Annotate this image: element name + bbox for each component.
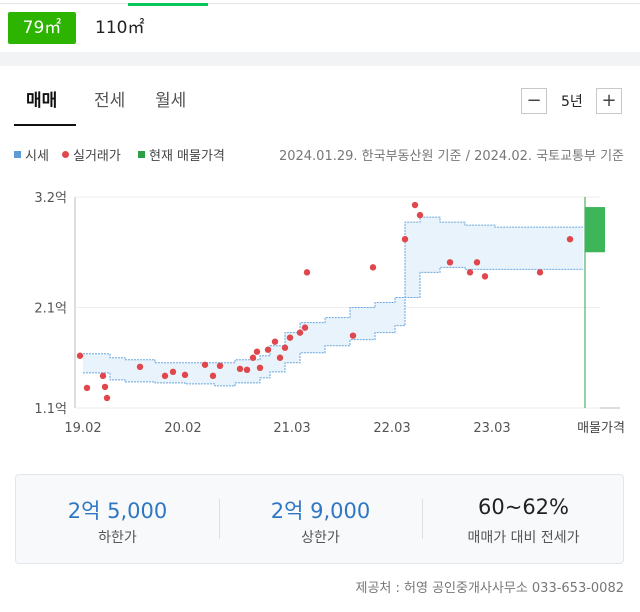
legend-label: 현재 매물가격	[149, 149, 225, 164]
active-tab-underline	[14, 124, 76, 126]
actual-deal-point	[473, 259, 481, 266]
area-tab-110[interactable]: 110㎡	[95, 18, 145, 38]
summary-label: 상한가	[301, 530, 340, 546]
y-tick-label: 2.1억	[34, 302, 67, 317]
legend-label: 실거래가	[73, 149, 121, 164]
x-tick-label: 19.02	[64, 421, 101, 436]
actual-deal-point	[271, 338, 279, 345]
period-label: 5년	[561, 94, 583, 110]
x-tick-label: 21.03	[273, 421, 310, 436]
actual-deal-point	[264, 346, 272, 353]
summary-value: 2억 9,000	[270, 499, 371, 523]
actual-deal-point	[369, 264, 377, 271]
summary-upper-price: 2억 9,000 상한가	[219, 475, 422, 565]
actual-deal-point	[401, 236, 409, 243]
chart-source-note: 2024.01.29. 한국부동산원 기준 / 2024.02. 국토교통부 기…	[278, 149, 624, 164]
actual-deal-point	[201, 361, 209, 368]
price-summary-box: 2억 5,000 하한가 2억 9,000 상한가 60~62% 매매가 대비 …	[15, 474, 624, 564]
actual-deal-point	[256, 364, 264, 372]
actual-deal-point	[536, 269, 544, 276]
x-tick-label: 22.03	[373, 421, 410, 436]
market-price-band	[83, 217, 583, 386]
provider-info: 제공처 : 허영 공인중개사사무소 033-653-0082	[355, 581, 624, 596]
market-price-upper-line	[83, 216, 583, 364]
top-border	[0, 3, 640, 4]
actual-deal-point	[253, 348, 261, 355]
area-tab-79[interactable]: 79㎡	[8, 12, 76, 44]
tab-monthly-rent[interactable]: 월세	[155, 91, 187, 111]
y-tick-label: 3.2억	[34, 191, 67, 206]
actual-deal-point	[236, 365, 244, 373]
y-tick-label: 1.1억	[34, 402, 67, 417]
actual-deal-point	[209, 372, 217, 380]
section-divider	[0, 52, 640, 66]
actual-deal-point	[286, 334, 294, 341]
tab-jeonse[interactable]: 전세	[94, 91, 126, 111]
actual-deal-point	[103, 394, 111, 402]
x-tick-label: 23.03	[473, 421, 510, 436]
actual-deal-point	[411, 201, 419, 209]
period-plus-button[interactable]: +	[596, 88, 622, 114]
summary-value: 60~62%	[478, 495, 569, 519]
summary-divider	[422, 499, 423, 539]
top-accent-bar	[128, 3, 208, 6]
actual-deal-dot-icon	[62, 151, 69, 158]
market-price-swatch-icon	[14, 151, 21, 158]
period-selector: − 5년 +	[521, 88, 624, 114]
actual-deal-point	[566, 236, 574, 243]
legend-actual-deal: 실거래가	[62, 145, 121, 164]
actual-deal-point	[216, 362, 224, 369]
actual-deal-point	[161, 372, 169, 380]
actual-deal-point	[481, 273, 489, 280]
actual-deal-point	[181, 371, 189, 379]
current-listing-swatch-icon	[138, 151, 145, 158]
legend-market-price: 시세	[14, 145, 49, 164]
summary-label: 매매가 대비 전세가	[467, 530, 580, 546]
x-tick-label: 20.02	[164, 421, 201, 436]
actual-deal-point	[296, 329, 304, 336]
area-selector: 79㎡ 110㎡	[0, 0, 640, 52]
actual-deal-point	[83, 384, 91, 392]
summary-divider	[219, 499, 220, 539]
legend-current-listing: 현재 매물가격	[138, 145, 225, 164]
legend-label: 시세	[25, 149, 49, 164]
actual-deal-point	[281, 344, 289, 351]
actual-deal-point	[446, 259, 454, 266]
actual-deal-point	[303, 269, 311, 276]
summary-jeonse-ratio: 60~62% 매매가 대비 전세가	[422, 475, 625, 565]
summary-label: 하한가	[98, 530, 137, 546]
actual-deal-point	[169, 368, 177, 376]
current-listing-range-bar	[585, 207, 605, 253]
actual-deal-point	[76, 352, 84, 359]
actual-deal-point	[416, 211, 424, 219]
actual-deal-point	[301, 324, 309, 331]
actual-deal-point	[99, 372, 107, 380]
actual-deal-point	[276, 354, 284, 361]
tab-sale[interactable]: 매매	[26, 91, 58, 111]
actual-deal-point	[243, 366, 251, 374]
market-price-lower-line	[83, 266, 583, 387]
price-chart: 1.1억 2.1억 3.2억 19.02 20.02 21.03 22.03 23.03 매물가…	[34, 191, 625, 436]
current-listing-axis-label: 매물가격	[577, 421, 625, 436]
summary-value: 2억 5,000	[67, 499, 168, 523]
actual-deal-point	[136, 363, 144, 371]
actual-deal-point	[466, 269, 474, 276]
actual-deal-point	[101, 383, 109, 391]
period-minus-button[interactable]: −	[521, 88, 547, 114]
actual-deal-point	[249, 354, 257, 361]
actual-deal-point	[349, 332, 357, 339]
summary-lower-price: 2억 5,000 하한가	[16, 475, 219, 565]
